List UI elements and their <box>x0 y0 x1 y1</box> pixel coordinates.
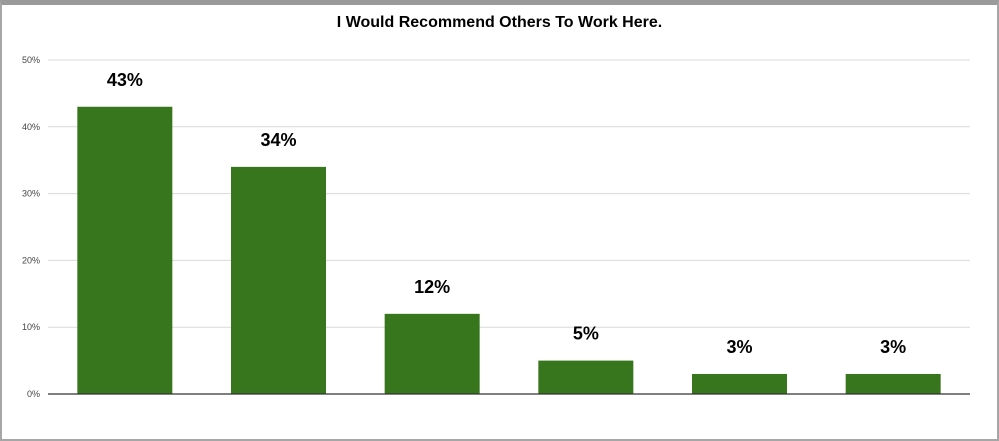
y-tick-label: 50% <box>22 55 40 65</box>
data-label: 34% <box>260 130 296 150</box>
data-label: 5% <box>573 324 599 344</box>
bar <box>692 373 787 394</box>
data-label: 12% <box>414 277 450 297</box>
data-label: 43% <box>107 70 143 90</box>
bar <box>538 360 634 394</box>
bar <box>77 106 173 394</box>
y-tick-label: 10% <box>22 322 40 332</box>
chart-title: I Would Recommend Others To Work Here. <box>336 14 663 31</box>
y-tick-label: 30% <box>22 189 40 199</box>
data-label: 3% <box>880 337 906 357</box>
bar <box>384 313 480 394</box>
data-label: 3% <box>726 337 752 357</box>
y-tick-label: 40% <box>22 122 40 132</box>
bar <box>845 373 941 394</box>
y-tick-label: 0% <box>27 389 40 399</box>
bar <box>231 166 326 394</box>
y-tick-label: 20% <box>22 255 40 265</box>
